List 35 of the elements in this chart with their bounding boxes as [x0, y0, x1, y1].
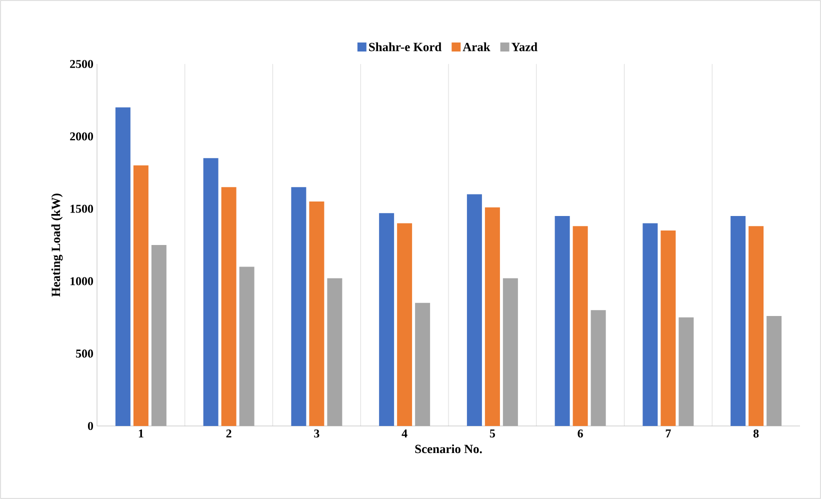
- bar: [291, 187, 306, 426]
- bar: [203, 158, 218, 426]
- bar: [484, 207, 500, 426]
- x-tick-label: 7: [666, 430, 671, 438]
- x-tick-label: 8: [753, 430, 759, 438]
- x-axis-title: Scenario No.: [415, 444, 482, 454]
- bar: [397, 223, 412, 426]
- bar: [554, 216, 570, 426]
- legend-label: Yazd: [512, 42, 538, 52]
- bar: [748, 226, 764, 426]
- x-tick-label: 3: [314, 430, 320, 438]
- x-tick-label: 1: [138, 430, 144, 438]
- bar: [115, 107, 130, 426]
- bar: [133, 165, 148, 426]
- y-tick-label: 2000: [70, 132, 94, 140]
- bar: [379, 213, 394, 426]
- y-axis-title: Heating Load (kW): [51, 194, 63, 297]
- y-tick-label: 500: [76, 350, 94, 358]
- legend-label: Shahr-e Kord: [369, 42, 442, 52]
- bar: [642, 223, 658, 426]
- x-tick-label: 5: [490, 430, 495, 438]
- bar: [309, 202, 324, 426]
- x-tick-label: 2: [226, 430, 232, 438]
- bar: [466, 194, 482, 426]
- x-tick-label: 6: [578, 430, 583, 438]
- x-tick-label: 4: [402, 430, 408, 438]
- y-tick-label: 1500: [70, 204, 94, 213]
- legend-label: Arak: [462, 42, 490, 52]
- bar: [221, 187, 236, 426]
- y-tick-label: 2500: [70, 60, 94, 68]
- y-tick-label: 0: [88, 422, 94, 430]
- bar: [572, 226, 588, 426]
- bar: [660, 230, 676, 426]
- y-tick-label: 1000: [70, 277, 94, 286]
- bar: [730, 216, 746, 426]
